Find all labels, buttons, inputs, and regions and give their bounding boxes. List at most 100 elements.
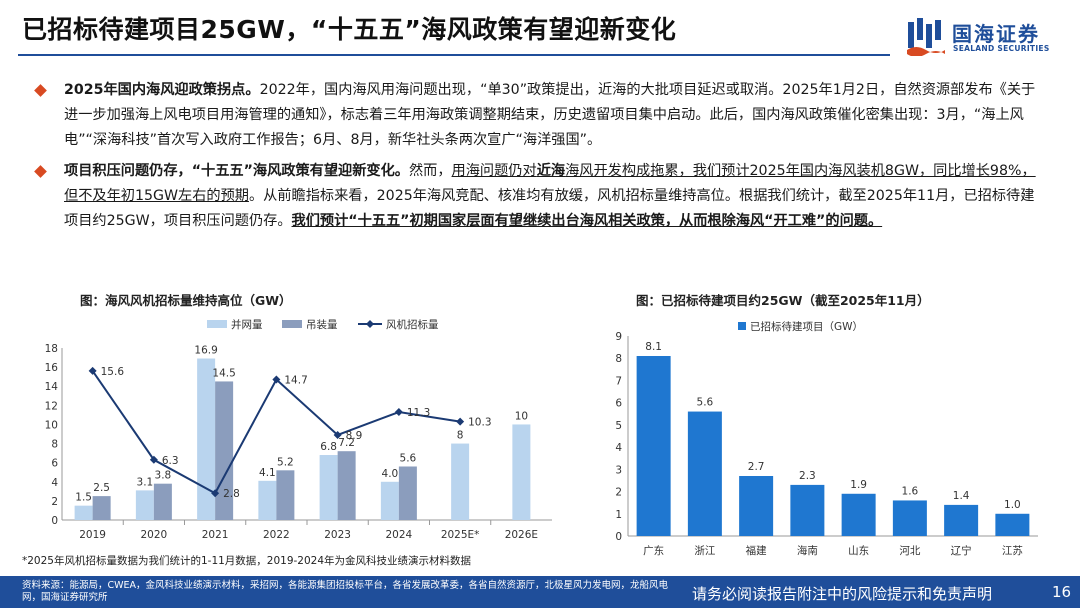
bullet-lead: 项目积压问题仍存，“十五五”海风政策有望迎新变化。 [64,163,409,179]
chart-title-tender: 图：海风风机招标量维持高位（GW） [80,293,292,308]
y-tick-label: 4 [51,477,58,489]
x-tick-label: 2024 [386,529,413,541]
bar-label-hoisting: 14.5 [212,367,235,379]
legend-swatch-0 [207,320,227,328]
bar-label-region: 1.4 [953,490,970,502]
y-tick-label: 12 [45,400,58,412]
x-tick-label: 河北 [899,545,920,557]
y-tick-label: 18 [45,343,58,355]
bullet-lead: 2025年国内海风迎政策拐点。 [64,82,260,98]
bullet-text: 然而， [408,163,452,179]
footer-disclaimer: 请务必阅读报告附注中的风险提示和免责声明 [692,585,993,603]
bar-grid-connected [451,443,470,520]
line-label-tender: 15.6 [101,366,125,378]
y-tick-label: 2 [51,496,58,508]
bar-label-region: 2.3 [799,470,816,482]
x-tick-label: 辽宁 [951,544,972,557]
bar-grid-connected [74,505,93,520]
company-logo: 国海证券 SEALAND SECURITIES [906,16,1066,60]
line-label-tender: 2.8 [223,488,240,500]
chart-backlog-projects: 已招标待建项目（GW） 0 1 2 3 4 5 6 7 8 9 8.1 广东 5.6 浙江 2.7 福建 2.3 海… [598,310,1058,570]
page-number: 16 [1052,583,1072,601]
chart-tender-volume: 并网量 吊装量 风机招标量 0 2 4 6 8 10 12 14 16 18 2019 1.5 2.5 2020… [22,310,562,560]
bar-hoisting [153,483,172,520]
bullet-project-backlog: 项目积压问题仍存，“十五五”海风政策有望迎新变化。然而，用海问题仍对近海海风开发… [34,159,1046,234]
line-point-tender [88,366,97,375]
x-tick-label: 2023 [324,529,351,541]
x-tick-label: 广东 [643,544,664,557]
bar-region [841,493,876,536]
legend-swatch [738,322,746,330]
bar-region [995,513,1030,536]
bar-grid-connected [197,358,216,520]
bullet-underlined-text: 用海问题仍对 [451,163,537,179]
bar-label-grid: 4.1 [259,467,276,479]
y-tick-label: 14 [45,381,59,393]
chart-tender-svg: 并网量 吊装量 风机招标量 0 2 4 6 8 10 12 14 16 18 2019 1.52.5 2020… [45,318,552,541]
bar-label-region: 2.7 [748,461,765,473]
bar-label-region: 1.0 [1004,499,1021,511]
legend-swatch-1 [282,320,302,328]
x-tick-label: 2025E* [441,529,480,541]
line-label-tender: 6.3 [162,455,179,467]
bar-grid-connected [135,490,154,520]
bar-label-region: 1.6 [902,485,919,497]
logo-text-en: SEALAND SECURITIES [953,44,1050,53]
y-tick-label: 6 [51,458,58,470]
bar-label-grid: 8 [457,430,464,442]
x-tick-label: 2022 [263,529,290,541]
bar-label-hoisting: 2.5 [93,482,110,494]
chart-backlog-svg: 已招标待建项目（GW） 0 1 2 3 4 5 6 7 8 9 8.1 广东 5.6 浙江 2.7 福建 2.3 海… [615,320,1038,557]
bar-grid-connected [319,455,338,520]
y-tick-label: 10 [45,419,58,431]
title-divider [18,54,890,56]
page-title: 已招标待建项目25GW，“十五五”海风政策有望迎新变化 [22,15,677,44]
bar-label-hoisting: 3.8 [155,470,172,482]
bar-label-grid: 6.8 [320,441,337,453]
bar-label-region: 5.6 [697,397,714,409]
bar-label-grid: 10 [515,410,528,422]
legend-label-0: 并网量 [231,318,263,331]
diamond-bullet-icon [34,165,47,178]
bullet-underlined-bold-text: 近海 [536,163,566,179]
x-tick-label: 2020 [141,529,168,541]
bar-label-region: 1.9 [850,479,867,491]
bullet-list: 2025年国内海风迎政策拐点。2022年，国内海风用海问题出现，“单30”政策提… [34,78,1046,240]
line-point-tender [394,408,403,417]
bar-label-hoisting: 7.2 [338,437,355,449]
y-tick-label: 1 [615,509,622,521]
line-point-tender [333,430,342,439]
chart-footnote: *2025年风机招标量数据为我们统计的1-11月数据，2019-2024年为金风… [22,555,472,567]
bullet-policy-inflection: 2025年国内海风迎政策拐点。2022年，国内海风用海问题出现，“单30”政策提… [34,78,1046,153]
bar-hoisting [276,470,295,520]
bar-label-grid: 3.1 [137,476,154,488]
y-tick-label: 8 [615,353,622,365]
y-tick-label: 0 [51,515,58,527]
bullet-underlined-text: 海风开发构成拖累，我们预计2025年国内海风装机8GW，同比增长98%，但不及年… [64,163,1036,204]
bar-label-region: 8.1 [645,341,662,353]
bar-region [892,500,927,536]
bar-label-grid: 16.9 [194,345,217,357]
line-label-tender: 11.3 [407,407,430,419]
line-label-tender: 10.3 [468,417,491,429]
line-point-tender [272,375,281,384]
diamond-bullet-icon [34,84,47,97]
y-tick-label: 5 [615,420,622,432]
bar-hoisting [92,496,111,520]
bullet-text: 。从前瞻指标来看，2025年海风竞配、核准均有放缓，风机招标量维持高位。根据我们… [64,188,1035,229]
bar-label-hoisting: 5.2 [277,456,294,468]
y-tick-label: 0 [615,531,622,543]
bar-label-hoisting: 5.6 [400,452,417,464]
line-label-tender: 14.7 [284,375,307,387]
bar-region [687,411,722,536]
bar-region [739,476,774,536]
bar-label-grid: 4.0 [382,468,399,480]
legend-label-1: 吊装量 [306,318,338,331]
line-label-tender: 8.9 [346,430,363,442]
x-tick-label: 江苏 [1002,544,1023,557]
x-tick-label: 2019 [79,529,106,541]
x-tick-label: 2021 [202,529,229,541]
y-tick-label: 3 [615,464,622,476]
bullet-conclusion: 我们预计“十五五”初期国家层面有望继续出台海风相关政策，从而根除海风“开工难”的… [291,213,883,229]
y-tick-label: 4 [615,442,622,454]
